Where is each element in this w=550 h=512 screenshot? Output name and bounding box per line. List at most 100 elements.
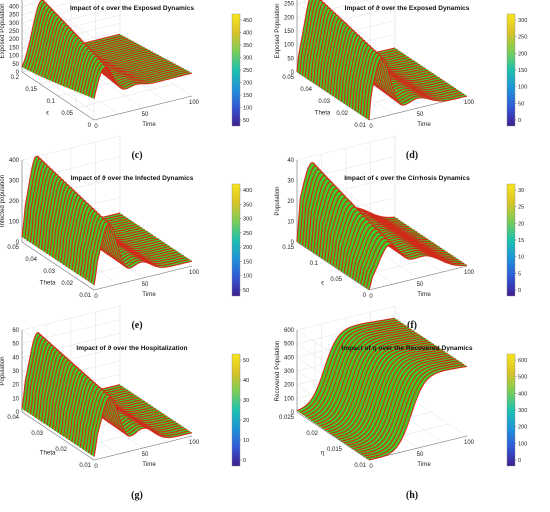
z-tick-label: 200: [9, 199, 20, 205]
surface-line: [87, 391, 187, 454]
y-axis-label: Time: [417, 461, 431, 468]
panel-caption: (d): [405, 150, 419, 161]
colorbar-tick-label: 250: [243, 231, 252, 237]
surface-strip: [333, 342, 434, 438]
x-tick-label: 0.15: [282, 245, 294, 251]
colorbar-tick-label: 300: [243, 56, 252, 62]
y-tick-label: 100: [464, 100, 475, 106]
chart-title: Impact of ϑ over the Exposed Dynamics: [345, 5, 470, 12]
x-axis-label: ϵ: [321, 279, 324, 286]
surface-line: [368, 56, 468, 121]
surface-line: [93, 223, 193, 286]
colorbar-tick-label: 200: [243, 245, 252, 251]
surface-plot: Impact of ϑ over the Infected Dynamics 0 1…: [0, 135, 252, 300]
surface-line: [76, 207, 176, 275]
z-tick-label: 0: [291, 70, 295, 76]
x-axis-label: ϵ: [46, 109, 49, 116]
z-tick-label: 30: [12, 369, 19, 375]
x-axis-label: Theta: [40, 279, 56, 286]
surface-line: [340, 212, 440, 272]
x-tick-label: 0.2: [11, 75, 20, 81]
panel-caption: (h): [405, 490, 419, 501]
surface-line: [65, 39, 165, 88]
z-tick-label: 500: [284, 342, 295, 348]
surface-line: [363, 362, 462, 457]
z-tick-label: 100: [9, 220, 20, 226]
surface-line: [85, 215, 184, 280]
surface-line: [68, 199, 168, 269]
chart-title: Impact of ϵ over the Exposed Dynamics: [70, 5, 194, 12]
panel-caption: (c): [131, 150, 143, 161]
surface-line: [85, 388, 184, 452]
colorbar-tick-label: 5: [518, 271, 521, 277]
z-tick-label: 0: [16, 240, 20, 246]
surface: [21, 331, 193, 457]
surface-line: [82, 386, 182, 450]
x-tick-label: 0.03: [43, 269, 55, 275]
y-tick-label: 50: [142, 452, 149, 458]
z-tick-label: 400: [9, 4, 20, 10]
z-axis-label: Exposed Population: [274, 3, 281, 59]
surface-line: [79, 383, 179, 448]
surface-strip: [363, 52, 465, 119]
surface-line: [343, 349, 443, 444]
surface-line: [68, 374, 168, 441]
colorbar-tick-label: 0: [243, 458, 246, 464]
surface-strip: [366, 55, 467, 121]
colorbar-tick-label: 400: [243, 31, 252, 37]
chart-title: Impact of ϑ over the Infected Dynamics: [71, 175, 194, 182]
colorbar-tick-label: 450: [243, 18, 252, 24]
surface-strip: [330, 340, 431, 436]
surface-line: [352, 354, 451, 450]
chart-panel-h: Impact of η over the Recovered Dynamics 0…: [274, 305, 550, 510]
surface-line: [299, 319, 398, 414]
surface-line: [62, 37, 162, 87]
surface-line: [346, 350, 445, 446]
z-tick-label: 0: [16, 410, 20, 416]
y-tick-label: 100: [189, 100, 200, 106]
surface-line: [74, 378, 173, 444]
surface: [296, 162, 468, 290]
z-tick-label: 450: [9, 0, 20, 2]
surface-strip: [310, 327, 412, 423]
colorbar-tick-label: 50: [518, 101, 524, 107]
z-tick-label: 100: [284, 43, 295, 49]
chart-title: Impact of ϑ over the Hospitalization: [76, 345, 187, 352]
surface-line: [74, 204, 173, 273]
colorbar: [506, 353, 516, 467]
z-tick-label: 50: [12, 62, 19, 68]
colorbar-tick-label: 25: [518, 205, 524, 211]
surface-line: [366, 363, 465, 459]
z-tick-label: 300: [9, 179, 20, 185]
chart-panel-f: Impact of ϵ over the Cirrhosis Dynamics 0…: [274, 135, 550, 340]
y-tick-label: 0: [94, 464, 98, 470]
colorbar-tick-label: 10: [243, 438, 249, 444]
surface-strip: [46, 179, 148, 256]
y-axis-label: Time: [417, 121, 431, 128]
y-tick-label: 50: [417, 452, 424, 458]
surface-line: [327, 338, 426, 433]
z-tick-label: 100: [284, 396, 295, 402]
colorbar-tick-label: 400: [518, 391, 527, 397]
colorbar-tick-label: 150: [518, 68, 527, 74]
surface-strip: [38, 171, 140, 250]
colorbar-tick-label: 300: [243, 217, 252, 223]
y-axis-label: Time: [142, 121, 156, 128]
surface-line: [87, 218, 187, 282]
colorbar-tick-label: 300: [518, 408, 527, 414]
surface-strip: [58, 32, 159, 86]
surface-line: [302, 321, 401, 416]
z-tick-label: 150: [284, 29, 295, 35]
x-tick-label: 0.01: [79, 293, 91, 299]
y-tick-label: 0: [369, 294, 373, 300]
colorbar: [506, 183, 516, 297]
colorbar-tick-label: 30: [243, 398, 249, 404]
surface-line: [307, 325, 407, 419]
colorbar-tick-label: 600: [518, 358, 527, 364]
surface-strip: [44, 176, 145, 254]
colorbar-tick-label: 400: [243, 188, 252, 194]
z-tick-label: 50: [12, 342, 19, 348]
surface-line: [324, 336, 423, 431]
colorbar-tick-label: 50: [243, 288, 249, 294]
surface-line: [82, 212, 182, 278]
